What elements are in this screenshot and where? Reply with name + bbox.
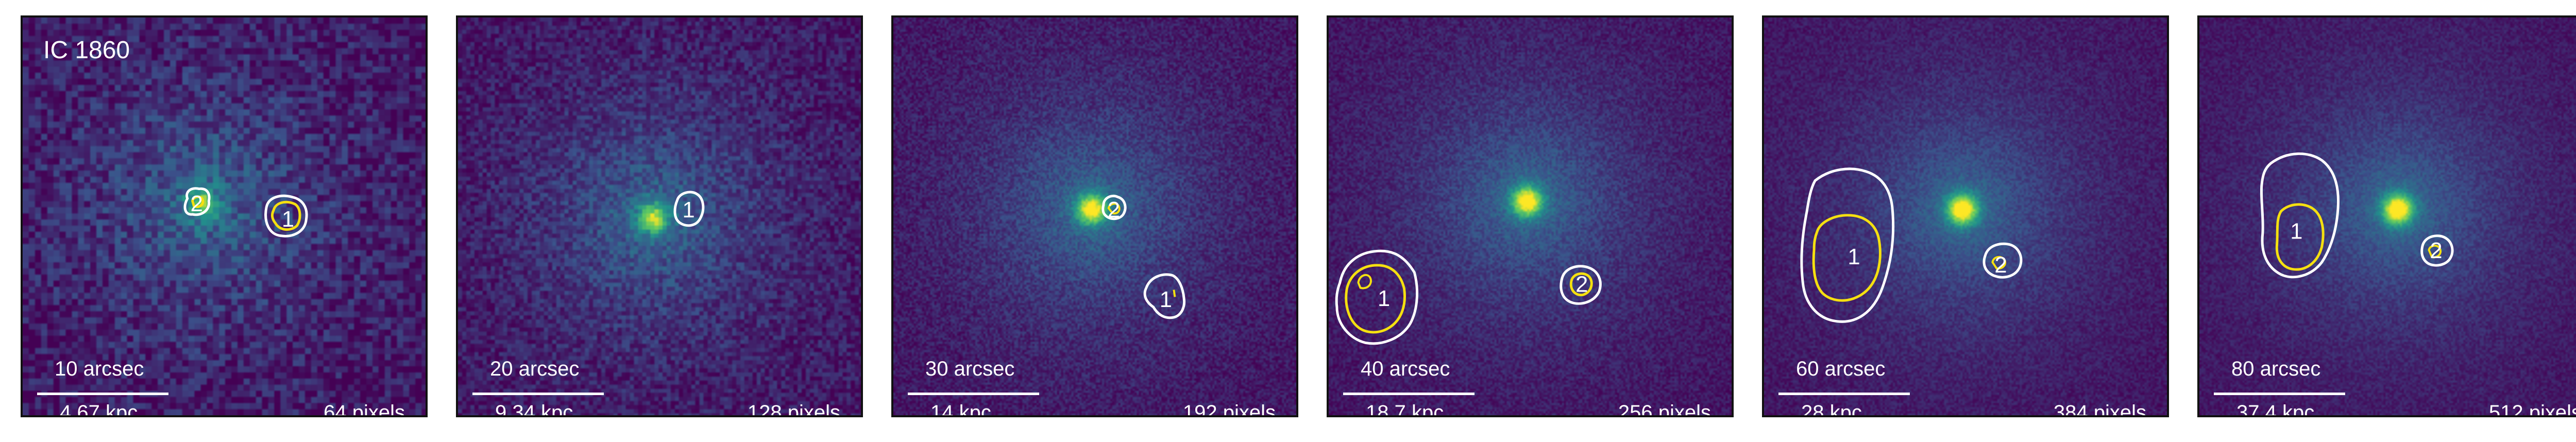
arcsec-label: 60 arcsec [1796,358,1886,380]
region-2: 2 [1560,265,1602,305]
arcsec-label: 80 arcsec [2231,358,2321,380]
kpc-label: 37.4 kpc [2236,401,2315,417]
pixels-label: 64 pixels [324,401,405,417]
region-2: 2 [183,187,211,216]
region-1-label: 1 [1378,286,1390,311]
region-1-label: 1 [1848,245,1860,269]
scale-bar [472,393,604,395]
contour-overlay: 1 [673,191,705,227]
region-2-label: 2 [2430,239,2442,263]
contour-overlay: 1 2 [1800,167,2023,323]
region-1: 1 [673,191,705,227]
region-1-label: 1 [282,207,294,232]
image-panel-1: 2 1 IC 1860 10 arcsec 4.67 kpc 64 pixels [21,15,428,417]
kpc-label: 4.67 kpc [60,401,138,417]
image-panel-2: 1 20 arcsec 9.34 kpc 128 pixels [456,15,863,417]
xray-image [458,18,861,415]
arcsec-label: 30 arcsec [925,358,1015,380]
scale-bar [1343,393,1475,395]
region-2-label: 2 [1108,198,1120,223]
contour-overlay: 1 2 [2260,152,2454,279]
region-2: 2 [2420,234,2454,267]
region-1: 1 [1335,249,1418,345]
pixels-label: 512 pixels [2488,401,2576,417]
scale-bar [908,393,1039,395]
scale-bar [2214,393,2345,395]
image-panel-4: 1 2 40 arcsec 18.7 kpc 256 pixels [1327,15,1734,417]
region-2: 2 [1982,242,2023,279]
region-1: 1 [1800,167,1895,323]
pixels-label: 384 pixels [2053,401,2146,417]
arcsec-label: 10 arcsec [55,358,144,380]
xray-image [893,18,1296,415]
pixels-label: 256 pixels [1618,401,1711,417]
image-panel-6: 1 2 80 arcsec 37.4 kpc 512 pixels [2197,15,2576,417]
region-1: 1 [1143,273,1186,319]
region-2-label: 2 [1575,272,1588,297]
pixels-label: 192 pixels [1182,401,1276,417]
image-panel-3: 2 1 30 arcsec 14 kpc 192 pixels [891,15,1298,417]
scale-bar [37,393,168,395]
region-1-label: 1 [1160,287,1172,312]
kpc-label: 28 kpc [1801,401,1862,417]
region-1-label: 1 [683,198,695,223]
region-1-label: 1 [2290,219,2302,244]
region-2-label: 2 [1994,253,2007,278]
xray-image [23,18,426,415]
kpc-label: 14 kpc [930,401,991,417]
region-1: 1 [264,194,308,237]
arcsec-label: 20 arcsec [490,358,580,380]
xray-image [1329,18,1732,415]
xray-image [1764,18,2167,415]
region-1: 1 [2260,152,2340,279]
contour-overlay: 2 1 [183,187,308,237]
arcsec-label: 40 arcsec [1361,358,1450,380]
contour-overlay: 2 1 [1101,194,1186,319]
contour-overlay: 1 2 [1335,249,1602,345]
region-2: 2 [1101,194,1127,223]
pixels-label: 128 pixels [747,401,840,417]
scale-bar [1778,393,1910,395]
region-2-label: 2 [191,192,203,216]
image-panel-5: 1 2 60 arcsec 28 kpc 384 pixels [1762,15,2169,417]
object-name: IC 1860 [43,37,130,64]
kpc-label: 9.34 kpc [495,401,573,417]
kpc-label: 18.7 kpc [1366,401,1444,417]
